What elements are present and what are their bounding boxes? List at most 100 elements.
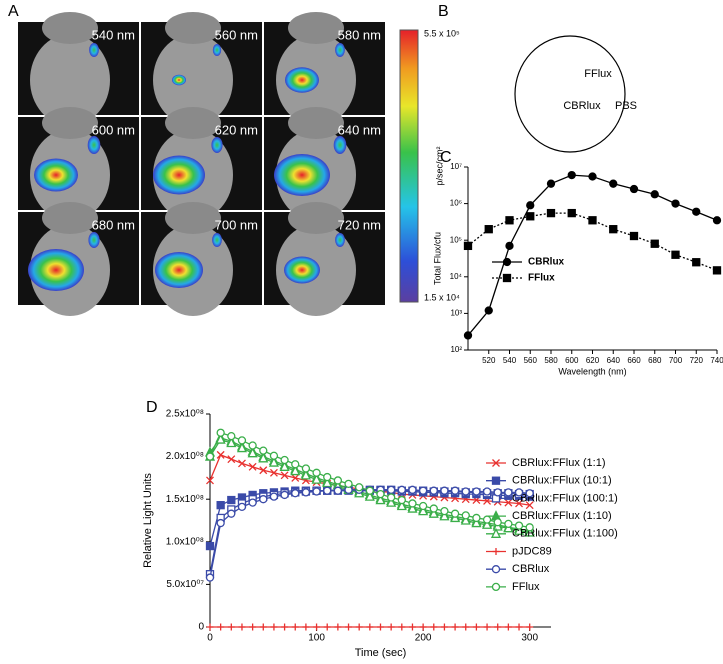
- marker: [270, 623, 278, 631]
- marker: [461, 511, 470, 520]
- marker: [269, 468, 278, 477]
- marker: [483, 623, 491, 631]
- x-tick-label: 720: [690, 356, 704, 365]
- colorbar-max: 5.5 x 10⁵: [424, 28, 460, 38]
- marker: [514, 521, 524, 530]
- marker: [418, 505, 429, 516]
- marker: [279, 460, 290, 471]
- marker: [472, 513, 481, 523]
- x-tick-label: 540: [503, 356, 517, 365]
- legend-label: FFlux: [528, 273, 555, 284]
- marker: [269, 492, 279, 501]
- marker: [301, 488, 311, 497]
- marker: [301, 464, 311, 473]
- marker: [333, 476, 343, 485]
- marker: [482, 487, 492, 496]
- signal-large: [274, 154, 330, 196]
- marker: [524, 526, 535, 537]
- marker: [407, 502, 418, 513]
- signal-small: [335, 43, 345, 57]
- marker: [397, 495, 406, 505]
- marker: [237, 502, 247, 512]
- marker: [313, 623, 321, 631]
- marker: [505, 216, 514, 225]
- panel-label: D: [146, 399, 158, 416]
- signal-large: [28, 249, 84, 291]
- series-line: [209, 437, 530, 532]
- marker: [366, 623, 374, 631]
- marker: [429, 504, 438, 513]
- marker: [471, 517, 482, 528]
- marker: [300, 469, 311, 480]
- signal-large: [153, 155, 205, 195]
- y-tick-label: 10³: [450, 309, 462, 318]
- y-tick-label: 0: [198, 622, 204, 633]
- signal-small: [333, 136, 347, 154]
- marker: [440, 623, 448, 631]
- wavelength-label: 680 nm: [92, 217, 135, 232]
- x-tick-label: 620: [586, 356, 600, 365]
- marker: [504, 488, 513, 497]
- x-tick-label: 0: [207, 633, 213, 644]
- marker: [712, 266, 722, 275]
- well-label: PBS: [615, 100, 637, 112]
- legend-label: pJDC89: [512, 545, 552, 557]
- series-line: [209, 431, 530, 528]
- marker: [322, 477, 333, 488]
- marker: [205, 452, 215, 461]
- well-label: FFlux: [584, 68, 612, 80]
- marker: [430, 623, 438, 631]
- marker: [588, 172, 597, 181]
- x-tick-label: 700: [669, 356, 683, 365]
- mouse-head: [42, 12, 98, 44]
- marker: [502, 257, 512, 267]
- marker: [472, 623, 480, 631]
- marker: [217, 623, 225, 631]
- marker: [259, 466, 268, 475]
- marker: [355, 623, 363, 631]
- x-tick-label: 560: [524, 356, 538, 365]
- marker: [482, 518, 493, 529]
- mouse-head: [288, 202, 344, 234]
- marker: [525, 501, 534, 510]
- panel-label: C: [440, 149, 452, 166]
- y-tick-label: 2.5x10⁰⁸: [166, 409, 204, 420]
- marker: [712, 216, 722, 225]
- x-tick-label: 660: [627, 356, 641, 365]
- mouse-head: [288, 107, 344, 139]
- mouse-head: [165, 202, 221, 234]
- marker: [671, 250, 680, 259]
- panel-label: A: [8, 3, 19, 20]
- signal-small: [212, 233, 222, 247]
- marker: [248, 498, 257, 507]
- mouse-body: [30, 34, 110, 126]
- y-tick-label: 1.5x10⁰⁸: [166, 494, 204, 505]
- legend-label: CBRlux:FFlux (100:1): [512, 492, 618, 504]
- y-axis-label: Relative Light Units: [142, 473, 154, 568]
- legend-label: CBRlux:FFlux (1:1): [512, 457, 606, 469]
- marker: [268, 456, 279, 467]
- marker: [492, 459, 500, 467]
- marker: [302, 623, 310, 631]
- marker: [408, 499, 417, 508]
- marker: [227, 509, 236, 518]
- signal-small: [88, 232, 100, 248]
- signal-small: [87, 136, 101, 154]
- marker: [567, 170, 576, 180]
- marker: [238, 459, 246, 468]
- y-tick-label: 10²: [450, 345, 462, 354]
- mouse-head: [288, 12, 344, 44]
- marker: [323, 472, 332, 482]
- marker: [323, 486, 332, 495]
- marker: [387, 623, 395, 631]
- marker: [323, 623, 331, 631]
- marker: [364, 490, 375, 501]
- marker: [526, 201, 535, 210]
- marker: [515, 499, 523, 508]
- marker: [227, 495, 236, 505]
- marker: [629, 184, 639, 194]
- y-tick-label: 10⁴: [450, 272, 463, 281]
- marker: [291, 473, 300, 482]
- marker: [460, 514, 471, 525]
